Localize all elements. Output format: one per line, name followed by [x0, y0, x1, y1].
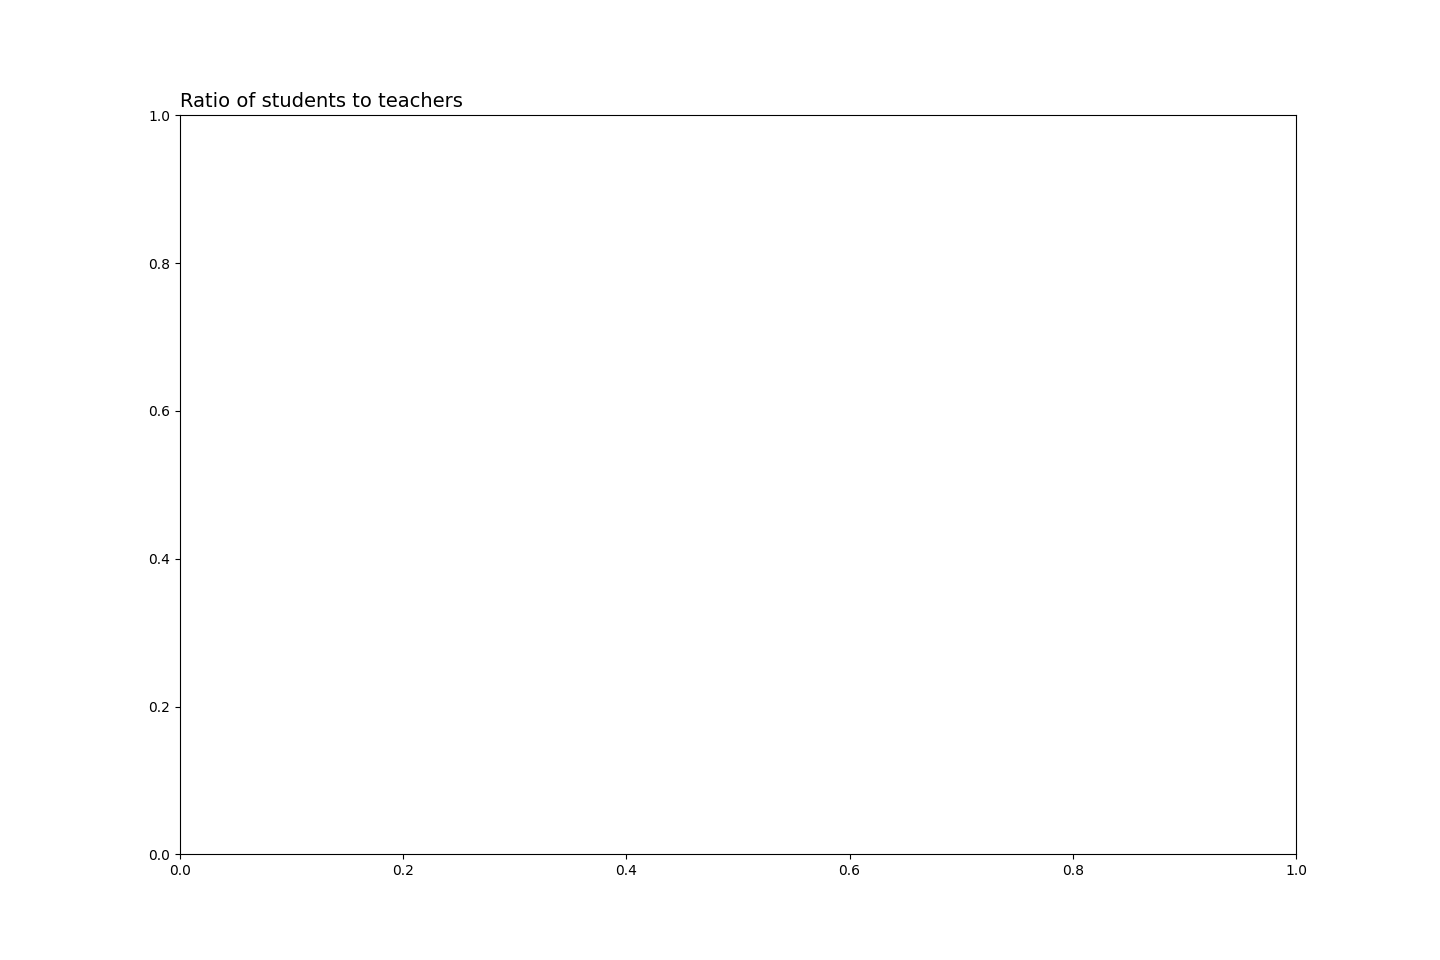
- Text: Ratio of students to teachers: Ratio of students to teachers: [180, 92, 462, 110]
